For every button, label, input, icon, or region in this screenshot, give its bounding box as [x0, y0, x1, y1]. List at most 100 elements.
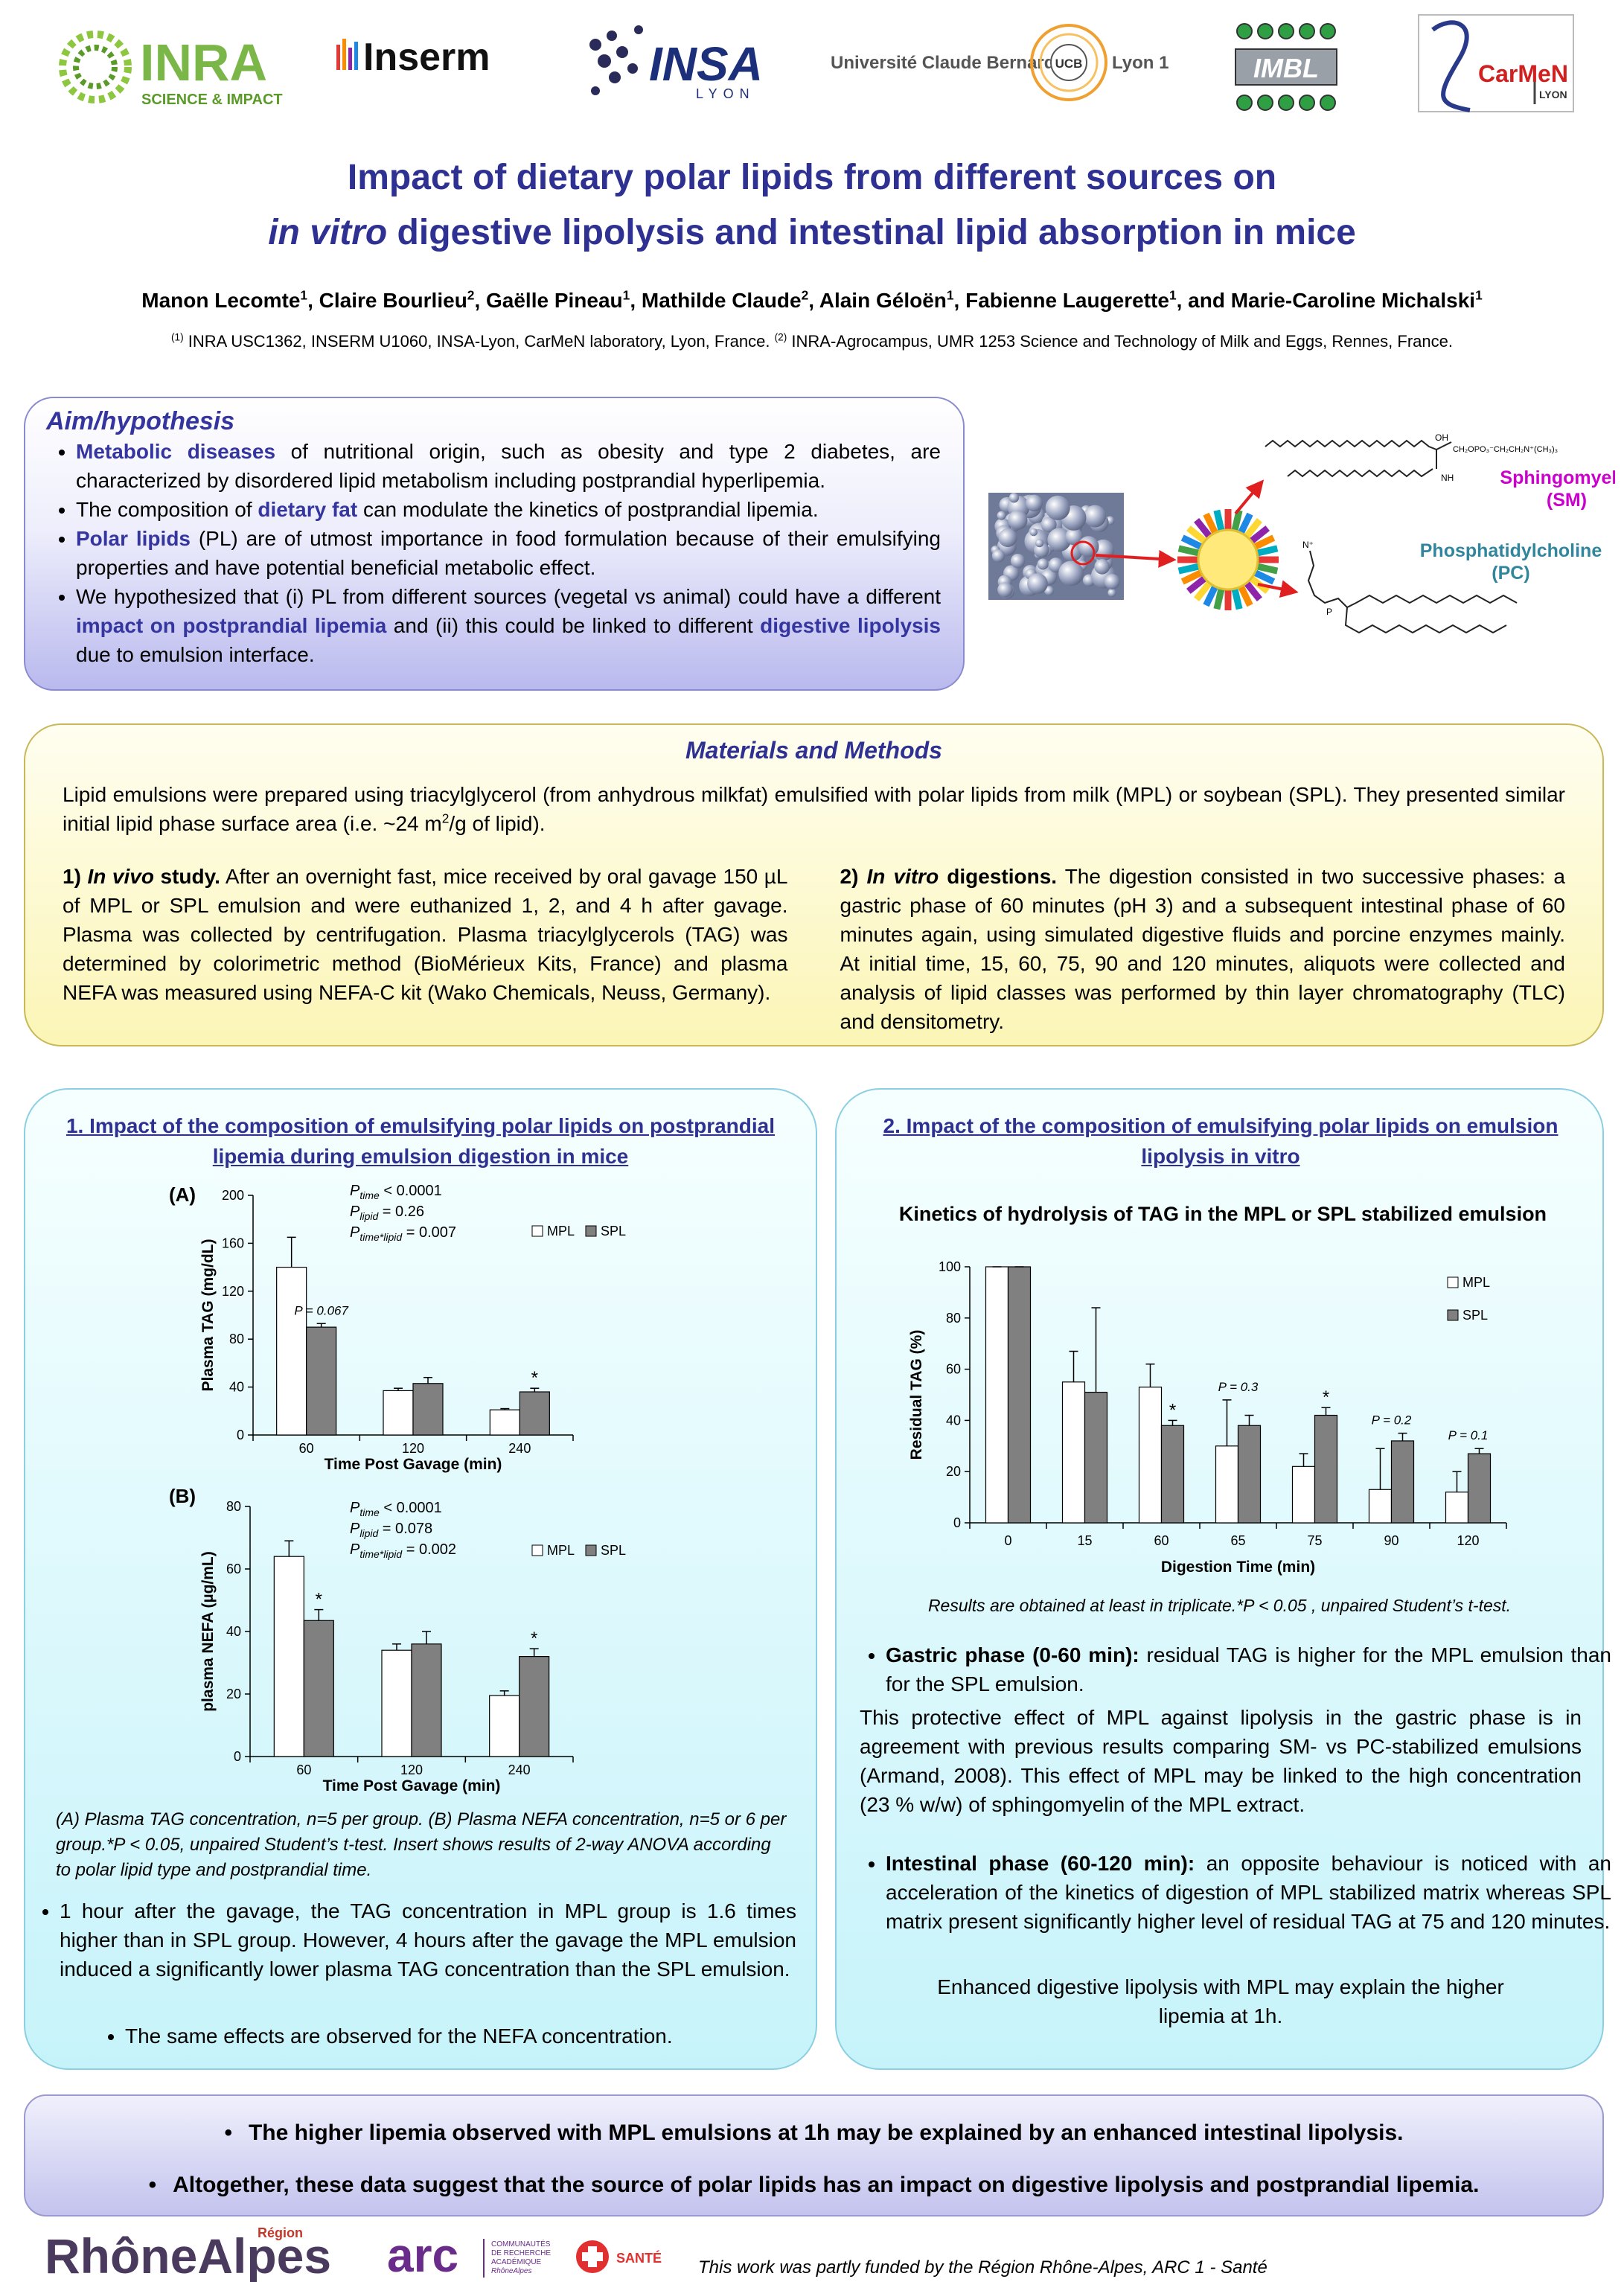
text-run: INRA-Agrocampus, UMR 1253 Science and Te…: [787, 332, 1453, 351]
interface-lipid: [1203, 585, 1218, 607]
droplet: [1010, 553, 1026, 569]
ucb-mark: UCB: [1055, 57, 1083, 71]
aim-item: We hypothesized that (i) PL from differe…: [76, 582, 941, 669]
stats-line: Ptime*lipid = 0.007: [350, 1224, 456, 1243]
droplet: [1045, 495, 1070, 520]
stats-run: = 0.002: [402, 1541, 456, 1558]
text-run: After an overnight fast, mice received b…: [63, 865, 788, 1004]
x-tick-label: 120: [402, 1441, 424, 1456]
arc-caption: DE RECHERCHE: [491, 2249, 551, 2257]
bar: [383, 1390, 414, 1436]
section2-box: [835, 1088, 1604, 2070]
chart-c: 0 20 40 60 80 100 0 15 60 65 75 90 120 MPL SPL * P = 0.3…: [899, 1203, 1547, 1576]
text-run: residual TAG is higher for the MPL emuls…: [886, 1643, 1611, 1695]
y-tick-label: 200: [222, 1188, 244, 1203]
chart-b: 0 20 40 60 80 60 120 240 MPL SPL * * plasma NEFA (µg…: [169, 1485, 626, 1794]
sm-label: (SM): [1547, 490, 1587, 511]
footer: RhôneAlpes Région arc COMMUNAUTÉS DE REC…: [45, 2225, 1267, 2282]
stats-run: = 0.078: [378, 1521, 432, 1537]
legend-swatch: [585, 1225, 597, 1237]
x-axis-title: Digestion Time (min): [1161, 1559, 1315, 1576]
text-run: 2: [441, 811, 450, 826]
title-line: in vitro digestive lipolysis and intesti…: [0, 205, 1624, 261]
funding: This work was partly funded by the Régio…: [698, 2257, 1267, 2278]
annotation: P = 0.2: [1372, 1413, 1412, 1428]
text-run: 2: [467, 287, 475, 303]
text-run: of nutritional origin, such as obesity a…: [76, 440, 941, 492]
text-run: Lipid emulsions were prepared using tria…: [63, 783, 1565, 835]
section2-caption: Results are obtained at least in triplic…: [927, 1596, 1512, 1615]
arc-caption: COMMUNAUTÉS: [491, 2239, 551, 2249]
droplet: [1107, 588, 1116, 598]
stats-line: Ptime*lipid = 0.002: [350, 1541, 456, 1560]
text-run: dietary fat: [258, 498, 358, 521]
error-bar: [1474, 1448, 1484, 1454]
aim-item: Metabolic diseases of nutritional origin…: [76, 437, 941, 495]
section1-bullet: 1 hour after the gavage, the TAG concent…: [60, 1896, 796, 1984]
stats-run: lipid: [359, 1210, 379, 1222]
bar: [1215, 1445, 1239, 1524]
section2-list: Intestinal phase (60-120 min): an opposi…: [856, 1849, 1611, 1936]
bar: [1061, 1381, 1086, 1524]
text-run: We hypothesized that (i) PL from differe…: [76, 585, 941, 608]
droplet: [991, 549, 1006, 563]
error-bar: [287, 1236, 296, 1268]
arc-logo: arc: [387, 2228, 458, 2282]
imbl-logo: IMBL: [1253, 53, 1319, 83]
bar: [1237, 1425, 1262, 1524]
chem-label: P: [1326, 607, 1332, 617]
methods-in-vivo: 1) In vivo study. After an overnight fas…: [63, 862, 788, 1036]
legend-swatch: [585, 1544, 597, 1556]
pc-label: Phosphatidylcholine: [1420, 540, 1602, 561]
authors: Manon Lecomte1, Claire Bourlieu2, Gaëlle…: [0, 289, 1624, 313]
text-run: 1: [1169, 287, 1177, 303]
droplet: [1029, 528, 1038, 537]
text-run: (1): [171, 331, 184, 343]
stats-run: P: [350, 1541, 360, 1558]
bar: [381, 1649, 412, 1757]
y-tick-label: 120: [222, 1284, 244, 1299]
text-run: (2): [774, 331, 787, 343]
text-run: 1: [300, 287, 308, 303]
text-run: 1: [622, 287, 630, 303]
interface-lipid: [1238, 512, 1253, 534]
imbl-emblem: [1235, 23, 1337, 111]
gastric-bullet: Gastric phase (0-60 min): residual TAG i…: [886, 1640, 1611, 1698]
x-tick-label: 75: [1307, 1533, 1322, 1548]
bar: [411, 1643, 442, 1757]
error-bar: [1375, 1448, 1385, 1490]
annotation: P = 0.067: [294, 1303, 348, 1317]
section2-closing: Enhanced digestive lipolysis with MPL ma…: [937, 1975, 1504, 2027]
inra-logo: INRA: [140, 33, 267, 92]
y-tick-label: 0: [953, 1515, 961, 1530]
interface-lipid: [1194, 518, 1212, 539]
chart-title: Kinetics of hydrolysis of TAG in the MPL…: [899, 1203, 1547, 1225]
insa-city: LYON: [696, 86, 755, 101]
y-tick-label: 60: [226, 1562, 241, 1576]
section1-sub-bullet: The same effects are observed for the NE…: [125, 2021, 795, 2051]
annotation: *: [1323, 1387, 1329, 1407]
stats-run: lipid: [359, 1527, 379, 1539]
interface-lipid: [1244, 581, 1262, 601]
conclusion-box: The higher lipemia observed with MPL emu…: [24, 2094, 1604, 2217]
interface-lipid: [1256, 545, 1279, 557]
text-run: In vivo: [87, 865, 154, 888]
stats-run: P: [350, 1521, 360, 1537]
text-run: In vitro: [866, 865, 939, 888]
section1-box: [24, 1088, 817, 2070]
text-run: digestions.: [939, 865, 1058, 888]
section1-sublist: The same effects are observed for the NE…: [95, 2021, 795, 2051]
bar: [1291, 1466, 1316, 1524]
droplet: [1035, 538, 1044, 548]
legend-label: SPL: [601, 1543, 626, 1558]
stats-run: P: [350, 1224, 360, 1241]
droplet: [1084, 505, 1107, 528]
chem-label: CH₂OPO₃⁻CH₂CH₂N⁺(CH₃)₃: [1453, 445, 1558, 454]
bar: [276, 1266, 307, 1436]
section2-list: Gastric phase (0-60 min): residual TAG i…: [856, 1640, 1611, 1698]
stats-run: < 0.0001: [380, 1183, 442, 1199]
text-run: , and Marie-Caroline Michalski: [1176, 289, 1476, 312]
stats-line: Plipid = 0.26: [350, 1204, 424, 1222]
lipid-figure: OH CH₂OPO₃⁻CH₂CH₂N⁺(CH₃)₃ NH N⁺ P Sphing…: [988, 432, 1615, 634]
droplet: [1094, 559, 1110, 575]
